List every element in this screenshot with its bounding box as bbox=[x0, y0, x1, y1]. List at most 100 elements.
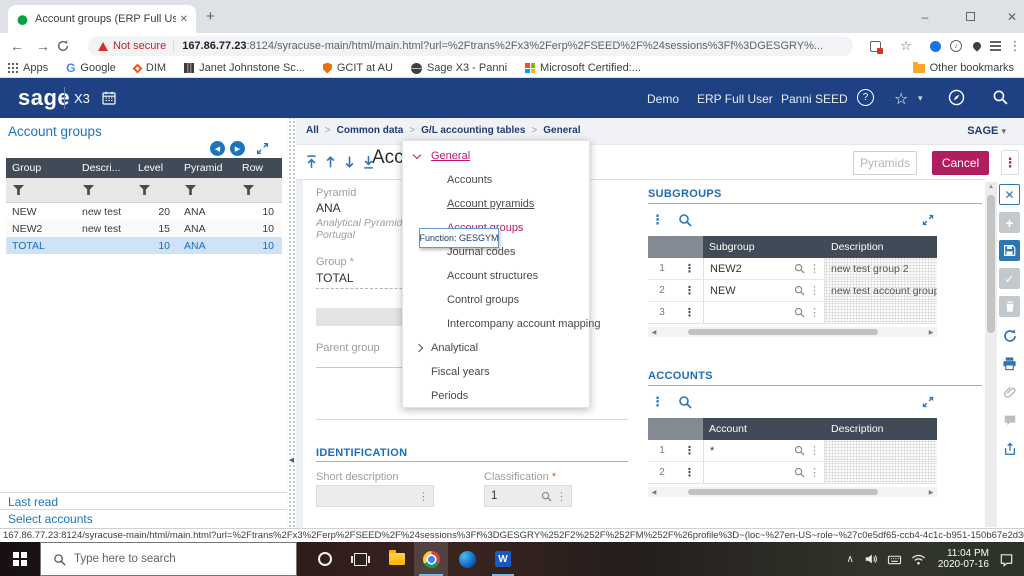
grid-menu-icon[interactable]: ⋮ bbox=[651, 394, 664, 409]
action-center-icon[interactable] bbox=[999, 552, 1014, 567]
taskbar-clock[interactable]: 11:04 PM 2020-07-16 bbox=[938, 548, 989, 570]
volume-icon[interactable] bbox=[864, 552, 878, 566]
subgroups-hscrollbar[interactable]: ◀ ▶ bbox=[648, 327, 937, 337]
menu-item-analytical[interactable]: Analytical bbox=[403, 336, 589, 360]
select-accounts-link[interactable]: Select accounts bbox=[0, 509, 287, 528]
favorites-caret-icon[interactable]: ▾ bbox=[918, 93, 923, 103]
site-selector[interactable]: SAGE ▾ bbox=[967, 125, 1006, 137]
col-group[interactable]: Group bbox=[12, 162, 42, 174]
field-options-icon[interactable]: ⋮ bbox=[556, 490, 567, 503]
sync-extension-icon[interactable] bbox=[926, 36, 944, 56]
col-level[interactable]: Level bbox=[138, 162, 164, 174]
new-tab-button[interactable]: + bbox=[206, 8, 215, 25]
grid-expand-icon[interactable] bbox=[922, 214, 934, 226]
menu-item-fiscal-years[interactable]: Fiscal years bbox=[431, 366, 490, 378]
breadcrumb-all[interactable]: All bbox=[306, 125, 319, 136]
cortana-icon[interactable] bbox=[308, 542, 342, 576]
lookup-icon[interactable] bbox=[794, 285, 805, 296]
more-actions-button[interactable]: ⋮ bbox=[1001, 150, 1019, 175]
omnibox[interactable]: Not secure 167.86.77.23 :8124/syracuse-m… bbox=[88, 36, 853, 56]
menu-item-journal-codes[interactable]: Journal codes bbox=[447, 246, 516, 258]
calendar-icon[interactable] bbox=[101, 90, 117, 106]
search-icon[interactable] bbox=[992, 89, 1009, 106]
col-row[interactable]: Row bbox=[242, 162, 264, 174]
menu-item-accounts[interactable]: Accounts bbox=[447, 174, 493, 186]
taskbar-search[interactable]: Type here to search bbox=[40, 542, 297, 576]
next-record-icon[interactable] bbox=[342, 154, 357, 170]
delete-icon[interactable] bbox=[999, 296, 1020, 317]
share-icon[interactable] bbox=[999, 438, 1020, 459]
grid-expand-icon[interactable] bbox=[922, 396, 934, 408]
col-description[interactable]: Descri... bbox=[82, 162, 121, 174]
scroll-thumb[interactable] bbox=[987, 195, 995, 333]
endpoint-selector[interactable]: Demo bbox=[647, 92, 680, 106]
last-read-link[interactable]: Last read bbox=[0, 492, 287, 509]
expand-panel-icon[interactable] bbox=[256, 142, 269, 155]
menu-item-control-groups[interactable]: Control groups bbox=[447, 294, 520, 306]
filter-row-col[interactable] bbox=[236, 178, 282, 202]
cell-options-icon[interactable]: ⋮ bbox=[809, 445, 820, 457]
tab-media-icon[interactable] bbox=[866, 36, 884, 56]
breadcrumb-gl-tables[interactable]: G/L accounting tables bbox=[421, 125, 526, 136]
other-bookmarks[interactable]: Other bookmarks bbox=[912, 61, 1014, 74]
next-page-icon[interactable]: ▶ bbox=[230, 141, 245, 156]
panel-splitter[interactable]: ◀ bbox=[287, 118, 296, 528]
cell-options-icon[interactable]: ⋮ bbox=[809, 307, 820, 319]
collapse-panel-icon[interactable]: ◀ bbox=[287, 456, 296, 464]
refresh-icon[interactable] bbox=[999, 325, 1020, 346]
grid-search-icon[interactable] bbox=[678, 213, 692, 227]
last-record-icon[interactable] bbox=[361, 154, 376, 170]
favorites-star-icon[interactable]: ☆ bbox=[894, 91, 909, 108]
grid-search-icon[interactable] bbox=[678, 395, 692, 409]
bookmark-gcit[interactable]: GCIT at AU bbox=[322, 62, 393, 74]
back-icon[interactable]: ← bbox=[10, 38, 24, 54]
browser-tab[interactable]: Account groups (ERP Full User) ( ✕ bbox=[8, 5, 196, 33]
filter-description[interactable] bbox=[76, 178, 132, 202]
table-row[interactable]: NEW new test 20 ANA 10 bbox=[12, 205, 274, 218]
help-icon[interactable]: ? bbox=[857, 89, 874, 106]
reload-icon[interactable] bbox=[56, 39, 82, 53]
print-icon[interactable] bbox=[999, 353, 1020, 374]
browser-menu-icon[interactable]: ⋮ bbox=[1008, 38, 1022, 53]
subgroup-row[interactable]: 1 ⋮ NEW2 ⋮ new test group 2 bbox=[648, 258, 937, 280]
breadcrumb-general[interactable]: General bbox=[543, 125, 581, 136]
cancel-button[interactable]: Cancel bbox=[932, 151, 989, 175]
lookup-icon[interactable] bbox=[794, 445, 805, 456]
filter-pyramid[interactable] bbox=[178, 178, 236, 202]
not-secure-label[interactable]: Not secure bbox=[113, 40, 167, 52]
row-actions-icon[interactable]: ⋮ bbox=[684, 467, 695, 479]
filter-group[interactable] bbox=[6, 178, 76, 202]
previous-record-icon[interactable] bbox=[323, 154, 338, 170]
menu-item-account-pyramids[interactable]: Account pyramids bbox=[447, 198, 535, 210]
cell-options-icon[interactable]: ⋮ bbox=[809, 263, 820, 275]
tab-close-icon[interactable]: ✕ bbox=[179, 13, 188, 25]
edge-taskbar-icon[interactable] bbox=[450, 542, 484, 576]
classification-field[interactable]: 1 ⋮ bbox=[484, 485, 572, 507]
row-actions-icon[interactable]: ⋮ bbox=[684, 307, 695, 319]
prev-page-icon[interactable]: ◀ bbox=[210, 141, 225, 156]
menu-item-intercompany[interactable]: Intercompany account mapping bbox=[447, 318, 601, 330]
scroll-thumb[interactable] bbox=[688, 489, 878, 495]
validate-icon[interactable]: ✓ bbox=[999, 268, 1020, 289]
task-view-icon[interactable] bbox=[343, 542, 377, 576]
attachment-icon[interactable] bbox=[999, 381, 1020, 402]
file-explorer-icon[interactable] bbox=[380, 542, 414, 576]
window-close-button[interactable]: ✕ bbox=[1006, 9, 1018, 24]
bookmark-dim[interactable]: DIM bbox=[132, 62, 166, 74]
bookmark-sage-x3[interactable]: Sage X3 - Panni bbox=[410, 62, 507, 74]
subgroup-row[interactable]: 2 ⋮ NEW ⋮ new test account group bbox=[648, 280, 937, 302]
field-options-icon[interactable]: ⋮ bbox=[418, 490, 429, 503]
account-row[interactable]: 1 ⋮ * ⋮ bbox=[648, 440, 937, 462]
list-extension-icon[interactable] bbox=[986, 36, 1004, 56]
lookup-icon[interactable] bbox=[794, 307, 805, 318]
bookmark-star-icon[interactable]: ☆ bbox=[900, 38, 912, 53]
subgroup-row[interactable]: 3 ⋮ ⋮ bbox=[648, 302, 937, 324]
account-row[interactable]: 2 ⋮ ⋮ bbox=[648, 462, 937, 484]
scroll-up-icon[interactable]: ▲ bbox=[988, 184, 994, 190]
breadcrumb-common-data[interactable]: Common data bbox=[336, 125, 404, 136]
menu-item-account-structures[interactable]: Account structures bbox=[447, 270, 539, 282]
grid-menu-icon[interactable]: ⋮ bbox=[651, 212, 664, 227]
chrome-taskbar-icon[interactable] bbox=[414, 542, 448, 576]
row-actions-icon[interactable]: ⋮ bbox=[684, 285, 695, 297]
save-icon[interactable] bbox=[999, 240, 1020, 261]
